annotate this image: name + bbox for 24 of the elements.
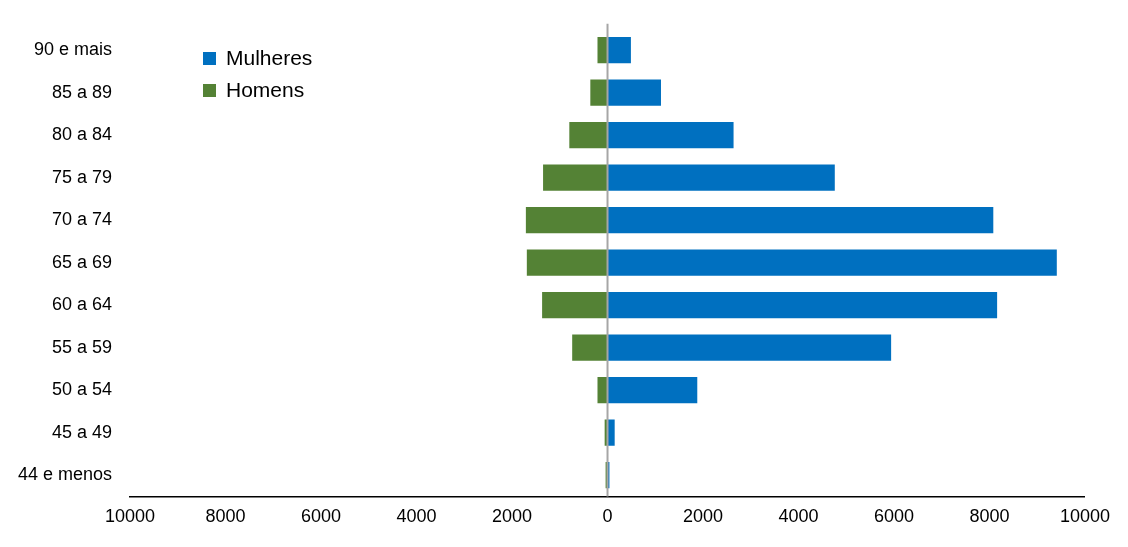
y-tick-label: 50 a 54 [52, 379, 113, 400]
y-tick-label: 70 a 74 [52, 209, 113, 230]
x-tick-label: 4000 [396, 506, 437, 527]
x-tick-label: 8000 [969, 506, 1010, 527]
y-tick-label: 65 a 69 [52, 251, 113, 272]
x-tick-label: 6000 [301, 506, 342, 527]
x-tick-label: 0 [602, 506, 613, 527]
x-tick-label: 10000 [1059, 506, 1110, 527]
y-tick-label: 60 a 64 [52, 294, 113, 315]
y-tick-label: 45 a 49 [52, 421, 113, 442]
x-tick-label: 6000 [873, 506, 915, 527]
x-tick-label: 2000 [682, 506, 724, 527]
x-tick-label: 4000 [778, 506, 819, 527]
y-tick-label: 90 e mais [34, 39, 113, 60]
x-tick-label: 10000 [105, 506, 156, 527]
legend-label: Homens [226, 78, 305, 102]
y-tick-label: 80 a 84 [52, 124, 113, 145]
y-tick-label: 55 a 59 [52, 336, 113, 357]
x-tick-label: 8000 [205, 506, 246, 527]
y-tick-label: 85 a 89 [52, 81, 113, 102]
y-tick-label: 75 a 79 [52, 166, 113, 187]
y-tick-label: 44 e menos [18, 464, 113, 485]
x-tick-label: 2000 [492, 506, 533, 527]
legend-label: Mulheres [226, 46, 313, 70]
